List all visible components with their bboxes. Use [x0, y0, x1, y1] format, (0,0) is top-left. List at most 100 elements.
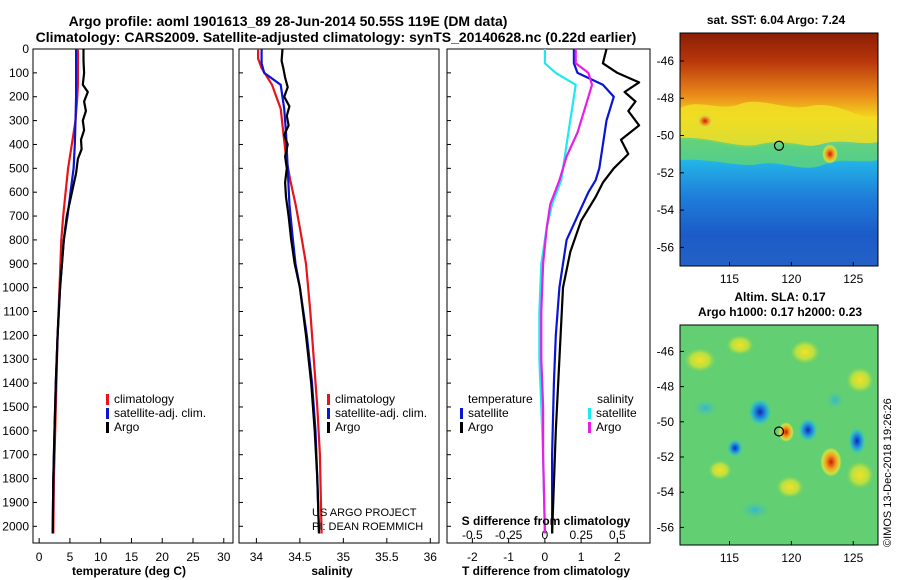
depth-tick-label: 200 — [9, 90, 29, 104]
x-tick-label: 34.5 — [288, 550, 312, 564]
sla-feature-yellow — [684, 348, 716, 372]
legend-label-s-argo: Argo — [596, 420, 622, 434]
x-tick-label: 30 — [217, 550, 231, 564]
x-tick-label: 34 — [250, 550, 264, 564]
sla-feature-yellow — [708, 460, 732, 480]
depth-tick-label: 1700 — [2, 448, 29, 462]
sla-feature-yellow — [776, 476, 804, 498]
pi-credit: PI: DEAN ROEMMICH — [312, 521, 423, 533]
lat-tick-label: -46 — [657, 54, 675, 68]
depth-axis-labels: 0 100 200 300 400 500 600 700 800 900 1000 1100 1200… — [2, 42, 29, 533]
legend-swatch-climatology — [106, 394, 109, 405]
legend-label-t-argo: Argo — [468, 420, 494, 434]
depth-tick-label: 1100 — [3, 305, 29, 319]
sla-feature-cyan — [825, 390, 845, 410]
legend-swatch-climatology — [327, 394, 330, 405]
salinity-plot: 34 34.5 35 35.5 36 — [239, 48, 438, 564]
argo-location-marker — [773, 140, 785, 151]
depth-tick-label: 1300 — [2, 352, 29, 366]
s-diff-tick-label: 0.25 — [569, 528, 593, 542]
sst-map-title: sat. SST: 6.04 Argo: 7.24 — [707, 13, 846, 27]
lat-tick-label: -50 — [657, 415, 675, 429]
legend-swatch-t-argo — [460, 422, 463, 433]
sla-feature-yellow — [846, 367, 874, 393]
x-tick-label: 36 — [424, 550, 438, 564]
depth-tick-label: 100 — [9, 66, 29, 80]
legend-label-satellite: satellite-adj. clim. — [114, 406, 206, 420]
s-diff-tick-label: -0.5 — [462, 528, 483, 542]
depth-tick-label: 900 — [9, 257, 29, 271]
sla-feature-yellow — [790, 340, 820, 364]
legend-swatch-s-argo — [588, 422, 591, 433]
depth-tick-label: 1000 — [2, 281, 29, 295]
series-line-salinity-argo — [540, 49, 594, 534]
depth-tick-label: 600 — [9, 185, 29, 199]
legend-label-s-satellite: satellite — [596, 406, 637, 420]
x-tick-label: -2 — [467, 550, 478, 564]
sst-map-frame — [679, 32, 879, 267]
series-line-temperature-satellite — [550, 49, 615, 534]
legend-swatch-satellite — [106, 408, 109, 419]
x-tick-label: 35 — [337, 550, 351, 564]
sla-map-subtitle: Argo h1000: 0.17 h2000: 0.23 — [698, 305, 862, 319]
series-line-satellite-adj-clim- — [260, 49, 321, 534]
x-tick-label: 25 — [186, 550, 200, 564]
series-line-argo — [51, 49, 89, 534]
lat-tick-label: -48 — [657, 91, 675, 105]
figure-title-line1: Argo profile: aoml 1901613_89 28-Jun-201… — [69, 13, 508, 29]
sla-map — [679, 324, 879, 546]
legend-label-argo: Argo — [335, 420, 361, 434]
sla-feature-blue — [798, 418, 818, 442]
legend-label-climatology: climatology — [335, 392, 395, 406]
salinity-axis-label: salinity — [311, 564, 353, 578]
lat-tick-label: -52 — [657, 450, 675, 464]
depth-tick-label: 800 — [9, 233, 29, 247]
lon-tick-label: 115 — [720, 551, 739, 565]
legend-swatch-satellite — [327, 408, 330, 419]
s-difference-axis-label: S difference from climatology — [462, 514, 631, 528]
depth-tick-label: 1500 — [2, 400, 29, 414]
legend-label-satellite: satellite-adj. clim. — [335, 406, 427, 420]
temperature-plot: 0 5 10 15 20 25 30 — [33, 48, 231, 564]
sla-feature-blue — [848, 427, 866, 455]
depth-tick-label: 500 — [9, 161, 29, 175]
x-tick-label: 10 — [94, 550, 108, 564]
lat-tick-label: -54 — [657, 203, 675, 217]
sst-map-axes: -46 -48 -50 -52 -54 -56 115 120 125 — [657, 54, 864, 286]
lon-tick-label: 115 — [720, 272, 739, 286]
depth-tick-label: 1200 — [2, 328, 29, 342]
temperature-legend: climatology satellite-adj. clim. Argo — [106, 392, 206, 434]
sst-eddy-red — [696, 113, 714, 129]
depth-tick-label: 2000 — [2, 519, 29, 533]
s-diff-tick-label: -0.25 — [495, 528, 523, 542]
legend-label-t-satellite: satellite — [468, 406, 509, 420]
lat-tick-label: -56 — [657, 240, 675, 254]
x-tick-label: 5 — [67, 550, 74, 564]
x-tick-label: 20 — [156, 550, 170, 564]
sst-front-yellow — [680, 101, 878, 148]
temperature-plot-frame — [32, 48, 234, 544]
lat-tick-label: -48 — [657, 380, 675, 394]
lon-tick-label: 125 — [843, 272, 863, 286]
s-diff-tick-label: 0.5 — [609, 528, 626, 542]
legend-swatch-s-satellite — [588, 408, 591, 419]
sla-feature-yellow — [846, 461, 874, 489]
depth-tick-label: 700 — [9, 209, 29, 223]
x-tick-label: 15 — [125, 550, 139, 564]
s-diff-tick-label: 0 — [542, 528, 549, 542]
legend-heading-temperature: temperature — [468, 392, 533, 406]
depth-tick-label: 400 — [9, 137, 29, 151]
x-tick-label: 2 — [614, 550, 621, 564]
legend-swatch-argo — [327, 422, 330, 433]
sla-feature-blue — [748, 398, 772, 426]
sla-feature-yellow — [726, 335, 754, 355]
lat-tick-label: -56 — [657, 520, 675, 534]
depth-tick-label: 1600 — [2, 424, 29, 438]
sst-eddy-orange — [822, 144, 838, 164]
x-tick-label: 1 — [578, 550, 585, 564]
salinity-plot-frame — [238, 48, 440, 544]
temperature-axis-label: temperature (deg C) — [72, 564, 186, 578]
lon-tick-label: 120 — [781, 272, 801, 286]
lat-tick-label: -52 — [657, 166, 675, 180]
x-tick-label: 0 — [36, 550, 43, 564]
